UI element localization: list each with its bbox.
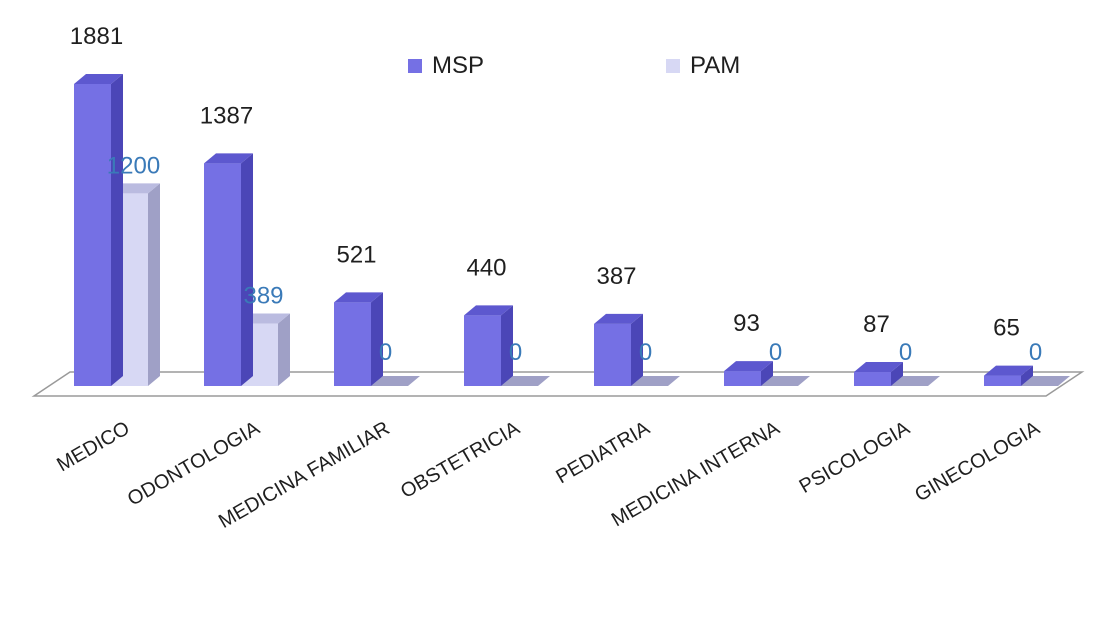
- data-label-pam-4: 0: [639, 339, 652, 366]
- bar-msp-1-side: [241, 153, 253, 386]
- legend-pam: PAM: [666, 52, 740, 80]
- data-label-msp-6: 87: [863, 311, 890, 338]
- category-label-0: MEDICO: [53, 417, 133, 476]
- legend-label-msp: MSP: [432, 52, 484, 80]
- bar-pam-1-side: [278, 314, 290, 386]
- data-label-msp-2: 521: [336, 241, 376, 268]
- bar-msp-3: [464, 305, 513, 386]
- data-label-msp-5: 93: [733, 310, 760, 337]
- bar-msp-1-front: [204, 163, 241, 386]
- bar-msp-4: [594, 314, 643, 386]
- legend-swatch-msp: [408, 59, 422, 73]
- category-label-1: ODONTOLOGIA: [124, 417, 264, 511]
- category-label-7: GINECOLOGIA: [911, 417, 1044, 506]
- data-label-msp-1: 1387: [200, 102, 253, 129]
- category-label-6: PSICOLOGIA: [796, 417, 914, 498]
- data-label-msp-4: 387: [596, 263, 636, 290]
- data-label-pam-5: 0: [769, 339, 782, 366]
- category-label-3: OBSTETRICIA: [397, 417, 524, 503]
- bar-msp-1: [204, 153, 253, 386]
- bar-msp-5-front: [724, 371, 761, 386]
- data-label-pam-0: 1200: [107, 152, 160, 179]
- data-label-pam-7: 0: [1029, 339, 1042, 366]
- data-label-msp-0: 1881: [70, 23, 123, 50]
- bar-msp-0-side: [111, 74, 123, 386]
- bar-msp-6-front: [854, 372, 891, 386]
- data-label-msp-3: 440: [466, 254, 506, 281]
- data-label-pam-3: 0: [509, 339, 522, 366]
- category-label-4: PEDIATRIA: [552, 417, 654, 488]
- data-label-msp-7: 65: [993, 315, 1020, 342]
- bar-msp-7-front: [984, 376, 1021, 386]
- bar-msp-0: [74, 74, 123, 386]
- data-label-pam-1: 389: [243, 283, 283, 310]
- data-label-pam-6: 0: [899, 339, 912, 366]
- bar-msp-2-front: [334, 302, 371, 386]
- bar-msp-2: [334, 292, 383, 386]
- bar-msp-0-front: [74, 84, 111, 386]
- bar-msp-3-front: [464, 315, 501, 386]
- legend-label-pam: PAM: [690, 52, 740, 80]
- legend-swatch-pam: [666, 59, 680, 73]
- legend-msp: MSP: [408, 52, 484, 80]
- bar-pam-0-side: [148, 183, 160, 386]
- data-label-pam-2: 0: [379, 339, 392, 366]
- bar-msp-4-front: [594, 324, 631, 386]
